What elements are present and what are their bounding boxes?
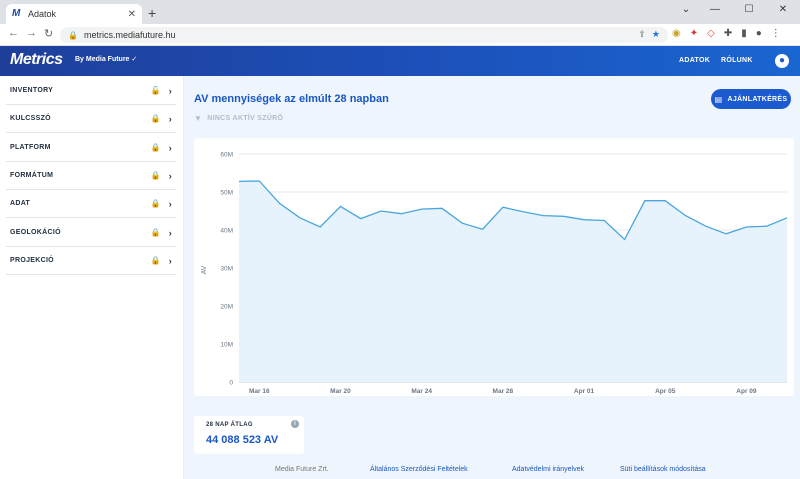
profile-icon[interactable]: ● [755,28,762,39]
tab-title: Adatok [28,9,57,19]
nav-rolunk[interactable]: RÓLUNK [721,57,753,64]
share-icon[interactable]: ⇪ [638,29,646,39]
y-tick-label: 10M [220,342,233,349]
browser-titlebar: M Adatok ✕ + ⌄ — ☐ ✕ [0,0,800,24]
lock-icon: 🔒 [150,171,161,180]
metrics-favicon-icon: M [12,8,21,19]
footer-link-privacy[interactable]: Adatvédelmi irányelvek [512,466,584,473]
lock-icon: 🔒 [150,256,161,265]
address-bar: ← → ↻ 🔒 metrics.mediafuture.hu ⇪ ★ ◉ ✦ ◇… [0,24,800,46]
bookmark-star-icon[interactable]: ★ [651,29,660,39]
back-icon[interactable]: ← [8,27,19,39]
document-icon: ▤ [714,94,723,104]
active-filter-indicator: ▼ NINCS AKTÍV SZŰRŐ [194,114,283,123]
chevron-right-icon: › [168,142,172,153]
chart-y-axis-label: AV [201,265,208,274]
offer-request-label: AJÁNLATKÉRÉS [727,95,788,103]
extensions-puzzle-icon[interactable]: ✚ [723,28,733,39]
x-tick-label: Mar 20 [330,388,351,395]
tab-search-icon[interactable]: ⌄ [681,4,691,15]
x-tick-label: Mar 16 [249,388,270,395]
x-tick-label: Apr 05 [655,388,676,395]
lock-icon: 🔒 [150,199,161,208]
average-label: 28 NAP ÁTLAG [206,422,253,428]
forward-icon[interactable]: → [26,27,37,39]
sidebar-item-label: ADAT [10,200,31,207]
extension-2-icon[interactable]: ✦ [689,28,699,39]
sidebar-item-label: KULCSSZÓ [10,115,51,122]
sidebar-item-geolokacio[interactable]: GEOLOKÁCIÓ 🔒 › [6,219,176,247]
chevron-right-icon: › [168,227,172,238]
average-value: 44 088 523 AV [206,434,279,446]
sidebar-item-label: INVENTORY [10,87,54,94]
sidebar-item-adat[interactable]: ADAT 🔒 › [6,190,176,218]
chart-card: 0 10M 20M 30M 40M 50M 60M Mar 16 Mar 20 Mar 24 Ma… [194,138,794,396]
nav-adatok[interactable]: ADATOK [679,57,711,64]
sidebar: INVENTORY 🔓 › KULCSSZÓ 🔒 › PLATFORM 🔒 › … [0,76,184,479]
extension-1-icon[interactable]: ◉ [672,28,681,39]
sidebar-item-label: PLATFORM [10,144,51,151]
info-icon[interactable]: i [291,420,299,428]
chart-x-axis: Mar 16 Mar 20 Mar 24 Mar 28 Apr 01 Apr 05 Apr … [249,388,757,395]
browser-menu-icon[interactable]: ⋮ [770,28,781,39]
new-tab-icon[interactable]: + [148,5,157,21]
side-panel-icon[interactable]: ▮ [741,28,747,39]
app-header: Metrics By Media Future ✓ ADATOK RÓLUNK … [0,46,800,76]
y-tick-label: 0 [229,380,233,387]
x-tick-label: Apr 09 [736,388,757,395]
sidebar-item-label: GEOLOKÁCIÓ [10,229,61,236]
chart-series-line [238,180,788,241]
metrics-logo[interactable]: Metrics [10,51,63,68]
filter-icon: ▼ [194,114,203,123]
close-window-icon[interactable]: ✕ [778,4,788,15]
sidebar-item-label: PROJEKCIÓ [10,257,54,264]
average-card: 28 NAP ÁTLAG i 44 088 523 AV [194,416,304,454]
chart-area-fill [239,181,787,382]
footer-company: Media Future Zrt. [275,466,329,473]
lock-icon: 🔒 [68,30,78,40]
footer-link-cookies[interactable]: Süti beállítások módosítása [620,466,706,473]
sidebar-item-inventory[interactable]: INVENTORY 🔓 › [6,77,176,105]
chevron-right-icon: › [168,198,172,209]
chevron-right-icon: › [168,255,172,266]
sidebar-item-label: FORMÁTUM [10,172,54,179]
y-tick-label: 50M [220,190,233,197]
lock-icon: 🔒 [150,228,161,237]
footer-link-terms[interactable]: Általános Szerződési Feltételek [370,466,468,473]
x-tick-label: Apr 01 [574,388,595,395]
browser-tab[interactable]: M Adatok ✕ [6,4,142,24]
sidebar-item-kulcsszo[interactable]: KULCSSZÓ 🔒 › [6,105,176,133]
unlock-icon: 🔓 [150,86,161,95]
main-content: AV mennyiségek az elmúlt 28 napban ▼ NIN… [184,76,800,479]
page-title: AV mennyiségek az elmúlt 28 napban [194,93,389,105]
logo-subtitle: By Media Future ✓ [75,56,138,63]
chevron-right-icon: › [168,85,172,96]
close-tab-icon[interactable]: ✕ [127,8,136,20]
minimize-icon[interactable]: — [710,4,720,15]
lock-icon: 🔒 [150,114,161,123]
extension-3-icon[interactable]: ◇ [707,28,715,39]
y-tick-label: 30M [220,266,233,273]
offer-request-button[interactable]: ▤ AJÁNLATKÉRÉS [711,89,791,109]
lock-icon: 🔒 [150,143,161,152]
chevron-right-icon: › [168,113,172,124]
chevron-right-icon: › [168,170,172,181]
reload-icon[interactable]: ↻ [44,28,54,40]
maximize-icon[interactable]: ☐ [744,4,754,15]
chart-y-axis: 0 10M 20M 30M 40M 50M 60M [220,152,233,387]
sidebar-item-projekcio[interactable]: PROJEKCIÓ 🔒 › [6,247,176,275]
y-tick-label: 20M [220,304,233,311]
url-field[interactable]: 🔒 metrics.mediafuture.hu ⇪ ★ [60,27,668,43]
user-account-icon[interactable]: ● [775,54,789,68]
sidebar-item-formatum[interactable]: FORMÁTUM 🔒 › [6,162,176,190]
x-tick-label: Mar 24 [411,388,432,395]
window-controls: ⌄ — ☐ ✕ [674,0,800,24]
sidebar-item-platform[interactable]: PLATFORM 🔒 › [6,134,176,162]
y-tick-label: 40M [220,228,233,235]
x-tick-label: Mar 28 [493,388,514,395]
y-tick-label: 60M [220,152,233,159]
url-text: metrics.mediafuture.hu [83,30,176,40]
filter-text: NINCS AKTÍV SZŰRŐ [207,115,284,122]
